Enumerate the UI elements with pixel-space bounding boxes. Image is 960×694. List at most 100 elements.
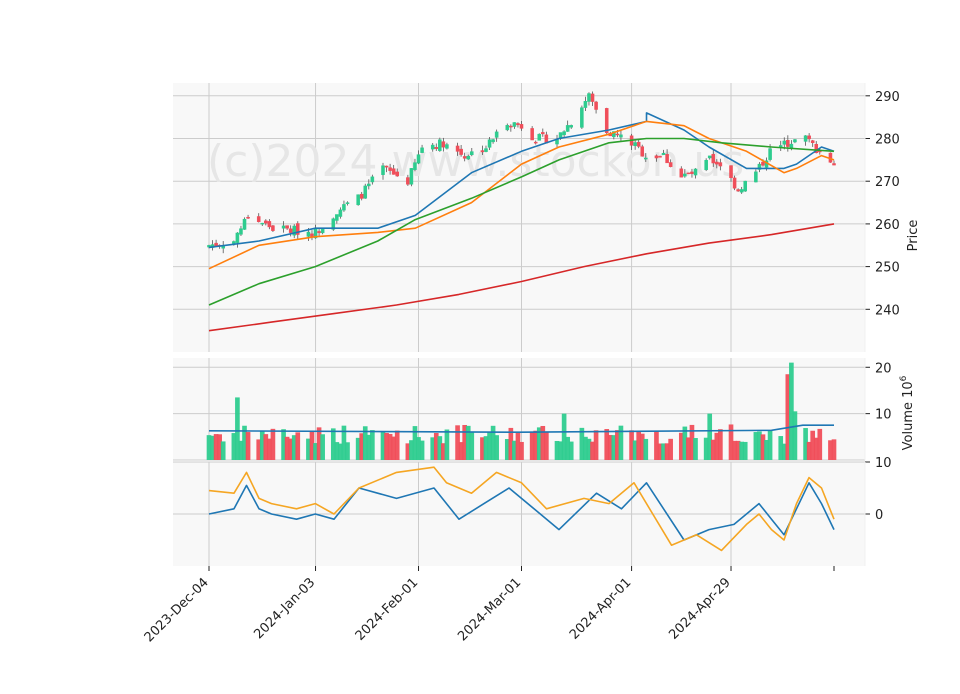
volume-bar [210,435,215,460]
volume-bar [441,443,446,460]
volume-bar [220,441,226,460]
volume-bar [568,441,574,460]
indicator-line [208,482,835,541]
volume-bar [565,436,570,460]
volume-bar [416,437,421,460]
volume-bar [494,435,499,460]
volume-bar [380,431,386,460]
moving-average-line [208,112,835,249]
watermark: (c)2024 www.stockon.us [207,136,744,187]
candle-body [462,156,467,159]
candle-body [537,133,542,141]
volume-bar [678,432,684,460]
volume-bar [362,426,368,460]
volume-bar [295,432,301,460]
candle-body [640,146,645,157]
volume-average-line [208,424,834,433]
volume-bar [313,443,318,460]
candle-body [612,131,616,138]
candle-body [690,171,694,174]
candle-body [484,148,488,152]
x-tick-label: 2024-Apr-01 [567,575,634,642]
candle-body [413,162,417,170]
candle-body [271,225,275,231]
volume-bar [792,411,798,460]
volume-bar [618,425,624,460]
candle-body [466,156,471,160]
volume-bar [412,426,418,460]
volume-bar [433,432,439,460]
volume-bar [345,442,350,460]
volume-bar [437,436,443,460]
candle-body [715,161,719,165]
volume-bar [291,435,297,460]
candle-body [363,185,368,199]
volume-bar [409,440,414,460]
volume-bar [281,429,286,460]
candle-body [335,214,339,221]
candle-body [718,162,723,167]
volume-bar [611,435,617,460]
candle-body [803,135,808,142]
volume-bar [686,437,691,460]
volume-bar [462,424,468,460]
candle-body [388,167,392,171]
candle-body [668,162,673,167]
volume-bar [242,425,247,460]
candle-body [406,177,410,185]
volume-bar [533,430,539,460]
volume-bar [558,441,563,460]
x-tick-label: 2023-Dec-04 [142,575,212,645]
volume-bar [387,433,393,460]
volume-bar [490,425,496,460]
volume-bar [544,431,549,460]
candle-body [636,141,641,147]
candle-body [505,125,510,131]
candle-body [683,173,687,177]
volume-bar [263,434,269,460]
volume-bar [607,434,613,460]
volume-bar [455,425,460,460]
candle-body [370,176,375,183]
candle-body [242,218,247,230]
y-tick-label: 20 [875,361,892,376]
candle-body [615,133,620,136]
candle-body [345,202,350,204]
candle-body [541,132,545,135]
candle-body [807,135,811,140]
candle-body [729,165,733,178]
volume-bar [590,441,595,460]
volume-bar [583,436,588,460]
volume-bar [664,443,670,460]
candle-body [619,134,623,138]
volume-bar [217,434,222,460]
candle-body [338,209,343,217]
candle-body [359,193,364,199]
volume-bar [334,442,340,460]
volume-bar [394,430,400,460]
volume-bar [309,430,315,460]
volume-bar [320,434,325,460]
volume-axis-label: Volume 106 [899,375,916,450]
candle-body [516,123,520,126]
volume-bar [515,432,521,460]
candle-body [267,221,272,228]
volume-bar [639,433,645,460]
price-axis-label: Price [906,220,921,252]
candle-body [693,168,698,176]
y-tick-label: 260 [875,218,900,233]
volume-bar [430,437,436,460]
y-tick-label: 10 [875,408,892,423]
y-tick-label: 290 [875,90,900,105]
volume-bar [629,430,634,460]
volume-bar [536,427,542,460]
candle-body [288,228,293,233]
volume-bar [444,429,450,460]
candle-body [604,108,609,134]
x-tick-label: 2024-Feb-01 [353,575,422,644]
volume-bar [341,425,347,460]
candle-body [260,222,265,225]
volume-bar [561,413,567,460]
volume-bar [419,440,425,460]
candle-body [686,172,691,175]
